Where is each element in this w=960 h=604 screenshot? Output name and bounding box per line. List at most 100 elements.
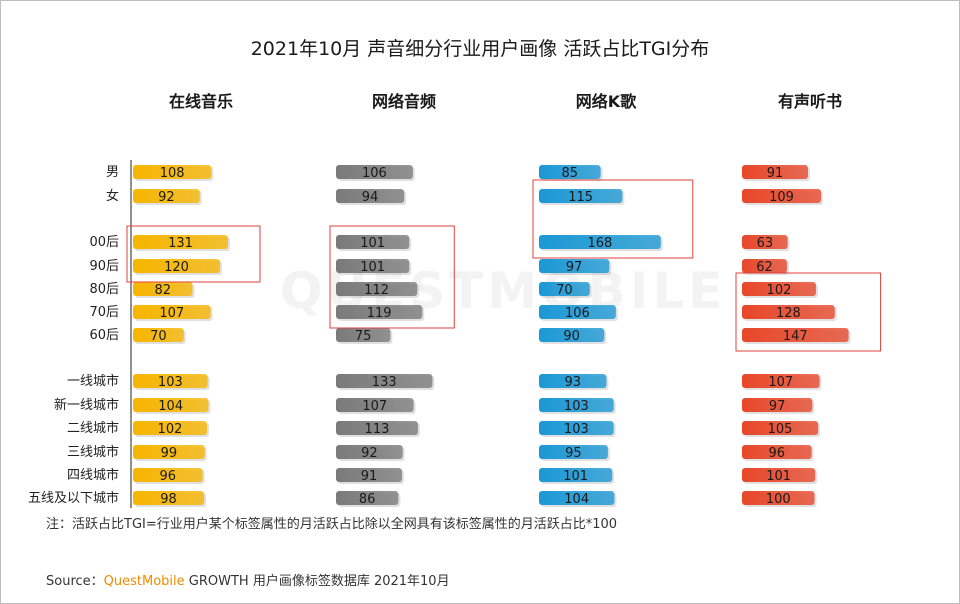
bar [133, 305, 211, 319]
bar-value-label: 99 [161, 446, 178, 461]
bar-value-label: 94 [362, 190, 379, 205]
category-label: 女 [106, 188, 119, 204]
category-label: 二线城市 [67, 420, 119, 436]
highlight-box [329, 225, 455, 329]
category-label: 四线城市 [67, 467, 119, 483]
bar-value-label: 106 [362, 166, 387, 181]
bar-value-label: 70 [556, 283, 573, 298]
bar [539, 445, 608, 459]
category-label: 男 [106, 165, 119, 180]
category-label: 70后 [89, 305, 119, 320]
bar [336, 421, 418, 435]
category-label: 三线城市 [67, 444, 119, 460]
series-header: 网络音频 [372, 92, 436, 111]
bar [133, 421, 207, 435]
bar-value-label: 107 [362, 399, 387, 414]
bar [133, 165, 212, 179]
bar [133, 374, 208, 388]
source-line: Source：QuestMobile GROWTH 用户画像标签数据库 2021… [46, 570, 450, 589]
bar [336, 235, 410, 249]
bar [742, 259, 787, 273]
bar-value-label: 107 [768, 375, 793, 390]
bar [133, 259, 220, 273]
bar-value-label: 112 [364, 283, 389, 298]
bar-value-label: 86 [359, 492, 376, 507]
bar-value-label: 92 [158, 190, 175, 205]
bar-value-label: 103 [564, 399, 589, 414]
bar-value-label: 91 [361, 469, 378, 484]
bar-value-label: 133 [372, 375, 397, 390]
bar [742, 165, 808, 179]
source-suffix: GROWTH 用户画像标签数据库 2021年10月 [184, 574, 450, 589]
bar [539, 305, 616, 319]
bar-value-label: 85 [562, 166, 579, 181]
bar-value-label: 104 [158, 399, 183, 414]
bar-value-label: 101 [766, 469, 791, 484]
bar [742, 491, 815, 505]
series-header: 网络K歌 [576, 92, 637, 111]
series-header: 有声听书 [778, 92, 842, 111]
bar [539, 421, 614, 435]
bar [742, 421, 819, 435]
bar [336, 398, 414, 412]
bar-value-label: 113 [365, 422, 390, 437]
bar-value-label: 90 [563, 329, 580, 344]
bar [133, 445, 205, 459]
source-prefix: Source： [46, 574, 104, 589]
bar-value-label: 93 [564, 375, 581, 390]
bar-value-label: 82 [154, 283, 171, 298]
bar [742, 189, 822, 203]
bar-value-label: 97 [769, 399, 786, 414]
category-label: 00后 [89, 235, 119, 250]
bar-value-label: 108 [160, 166, 185, 181]
bar-value-label: 168 [587, 236, 612, 251]
bar-value-label: 104 [564, 492, 589, 507]
bar [336, 491, 399, 505]
bar [742, 328, 849, 342]
footnote: 注：活跃占比TGI=行业用户某个标签属性的月活跃占比除以全网具有该标签属性的月活… [46, 517, 618, 532]
category-label: 90后 [89, 259, 119, 274]
bar [133, 398, 209, 412]
bar [742, 282, 816, 296]
bar [133, 491, 205, 505]
bar-value-label: 128 [776, 306, 801, 321]
bar [539, 374, 607, 388]
bar [336, 165, 413, 179]
bar-value-label: 120 [164, 260, 189, 275]
bar-value-label: 102 [158, 422, 183, 437]
bar-value-label: 101 [563, 469, 588, 484]
category-label: 80后 [89, 282, 119, 297]
bar [336, 282, 418, 296]
bar [133, 328, 184, 342]
bar [336, 468, 402, 482]
bar [539, 259, 610, 273]
category-label: 60后 [89, 328, 119, 343]
bar-value-label: 92 [361, 446, 378, 461]
bar-value-label: 91 [767, 166, 784, 181]
source-brand: QuestMobile [103, 574, 185, 589]
bar [336, 445, 403, 459]
bar-value-label: 103 [158, 375, 183, 390]
bar-value-label: 105 [768, 422, 793, 437]
bar [336, 189, 405, 203]
bar-value-label: 119 [367, 306, 392, 321]
bar [539, 235, 661, 249]
bar [742, 235, 788, 249]
bar-value-label: 100 [766, 492, 791, 507]
bar [539, 328, 605, 342]
bar [742, 468, 816, 482]
bar-value-label: 63 [757, 236, 774, 251]
bar [133, 282, 193, 296]
bar-value-label: 75 [355, 329, 372, 344]
category-label: 新一线城市 [54, 397, 119, 413]
highlight-box [735, 272, 882, 352]
bar [539, 282, 590, 296]
bar [539, 398, 614, 412]
highlight-box [126, 225, 261, 283]
bar-value-label: 107 [159, 306, 184, 321]
bar [336, 328, 391, 342]
bar-value-label: 97 [566, 260, 583, 275]
bar [742, 374, 820, 388]
bar-value-label: 115 [568, 190, 593, 205]
